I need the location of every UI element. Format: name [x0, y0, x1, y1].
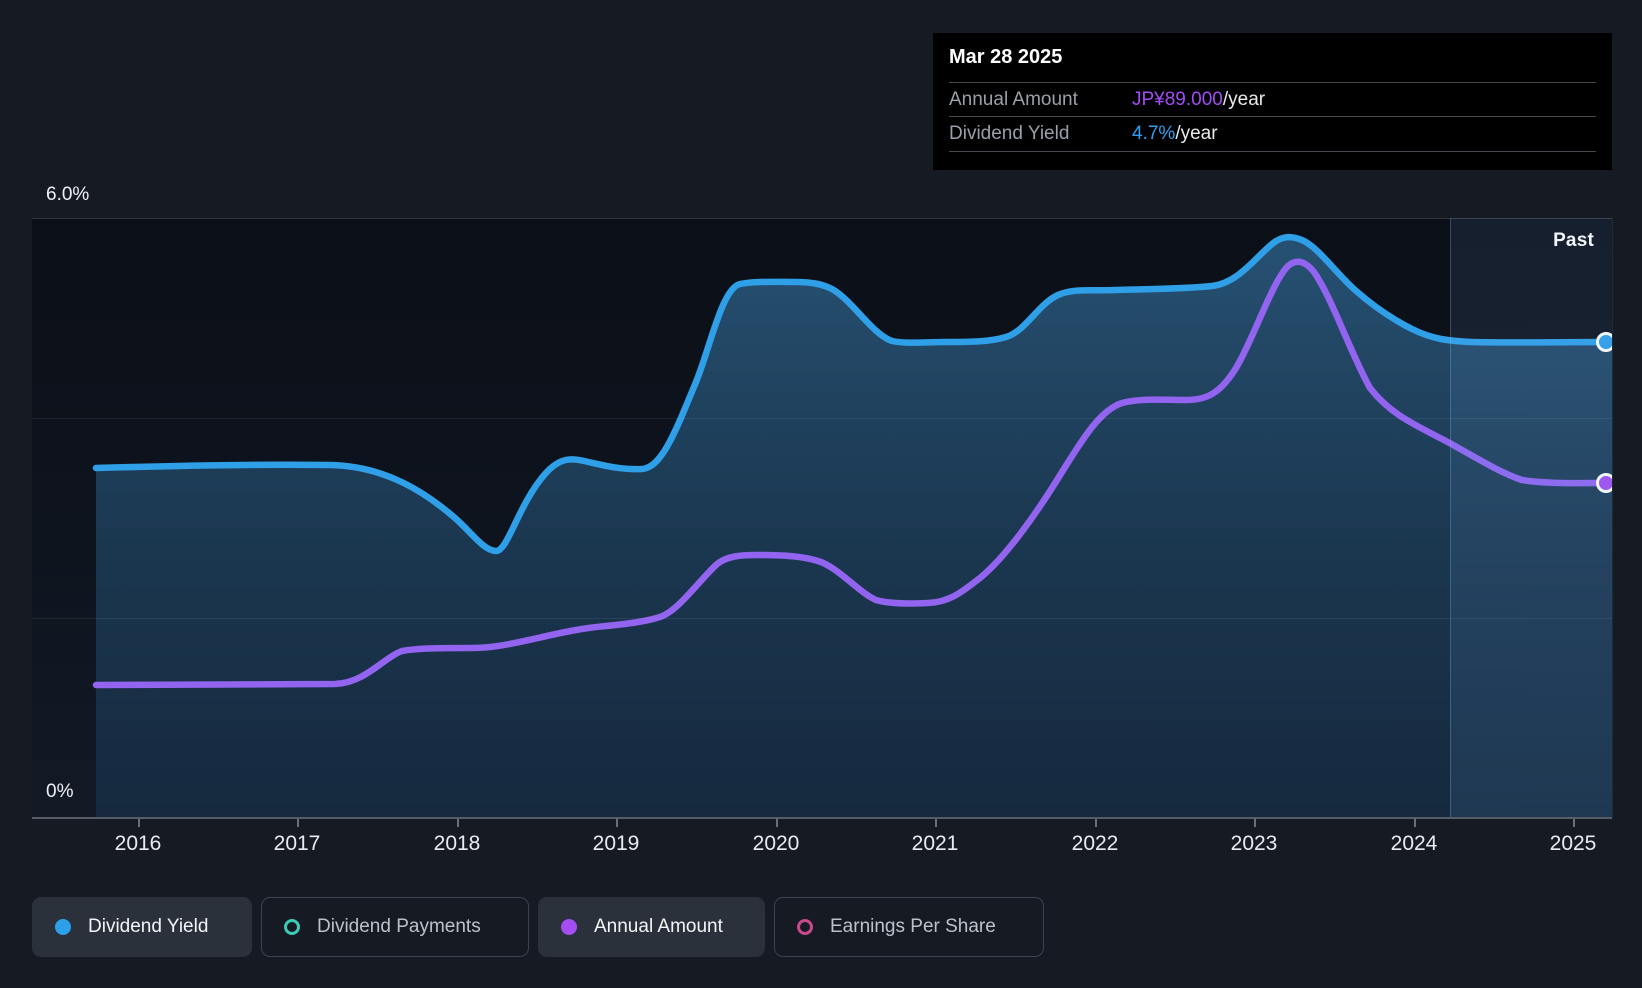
x-tick [1414, 819, 1416, 827]
legend-toggle-annual-amount[interactable]: Annual Amount [538, 897, 765, 957]
chart-tooltip: Mar 28 2025 Annual Amount JP¥89.000 /yea… [933, 33, 1612, 170]
earnings-per-share-ring-icon [797, 919, 813, 935]
legend-toggle-dividend-yield[interactable]: Dividend Yield [32, 897, 252, 957]
tooltip-value-suffix: /year [1222, 88, 1266, 110]
x-tick [935, 819, 937, 827]
x-axis-label: 2020 [752, 832, 800, 855]
gridline-6pct [32, 218, 1612, 219]
x-axis-label: 2019 [592, 832, 640, 855]
annual-amount-endpoint-marker [1596, 473, 1612, 493]
tooltip-value-dividend-yield: 4.7% [1132, 123, 1176, 144]
x-tick [1095, 819, 1097, 827]
x-axis-label: 2017 [273, 832, 321, 855]
legend-toggle-earnings-per-share[interactable]: Earnings Per Share [774, 897, 1044, 957]
x-axis-label: 2024 [1390, 832, 1438, 855]
dividend-yield-area [96, 237, 1612, 818]
tooltip-value-suffix: /year [1175, 123, 1218, 144]
y-axis-label-bottom: 0% [46, 781, 74, 802]
legend-toggle-dividend-payments[interactable]: Dividend Payments [261, 897, 529, 957]
dividend-yield-endpoint-marker [1596, 332, 1612, 352]
tooltip-label: Annual Amount [949, 88, 1078, 110]
gridline-4pct [32, 418, 1612, 419]
x-tick [297, 819, 299, 827]
gridline-2pct [32, 618, 1612, 619]
dividend-payments-ring-icon [284, 919, 300, 935]
x-axis-label: 2016 [114, 832, 162, 855]
x-tick [457, 819, 459, 827]
y-axis-label-top: 6.0% [46, 184, 90, 205]
x-tick [616, 819, 618, 827]
past-label: Past [1553, 230, 1594, 251]
legend: Dividend Yield Dividend Payments Annual … [32, 897, 1044, 957]
series-canvas [92, 233, 1612, 818]
legend-label: Earnings Per Share [830, 916, 996, 937]
x-tick [138, 819, 140, 827]
x-tick [1573, 819, 1575, 827]
tooltip-label: Dividend Yield [949, 123, 1070, 144]
dividend-yield-dot-icon [55, 919, 71, 935]
x-axis-label: 2021 [911, 832, 959, 855]
x-axis-line [32, 817, 1612, 819]
x-axis-label: 2018 [433, 832, 481, 855]
legend-label: Dividend Yield [88, 916, 209, 937]
plot-area[interactable]: Past [32, 218, 1613, 819]
x-tick [1254, 819, 1256, 827]
annual-amount-dot-icon [561, 919, 577, 935]
x-axis-label: 2025 [1549, 832, 1597, 855]
x-axis-label: 2023 [1230, 832, 1278, 855]
legend-label: Dividend Payments [317, 916, 481, 937]
tooltip-value-annual-amount: JP¥89.000 [1132, 88, 1223, 110]
tooltip-row-dividend-yield: Dividend Yield 4.7% /year [949, 116, 1596, 152]
dividend-yield-line [92, 233, 1612, 555]
tooltip-row-annual-amount: Annual Amount JP¥89.000 /year [949, 82, 1596, 116]
x-tick [776, 819, 778, 827]
tooltip-date: Mar 28 2025 [949, 46, 1063, 68]
legend-label: Annual Amount [594, 916, 723, 937]
x-axis-label: 2022 [1071, 832, 1119, 855]
annual-amount-line [92, 258, 1612, 689]
